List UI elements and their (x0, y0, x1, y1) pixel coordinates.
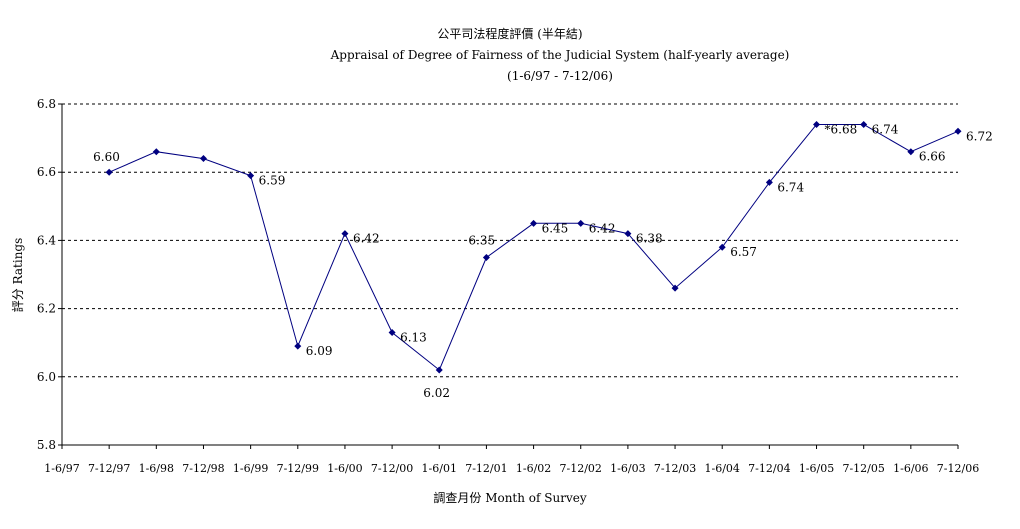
data-point (907, 148, 915, 156)
data-point (765, 178, 773, 186)
x-tick-labels: 1-6/97 7-12/97 1-6/98 7-12/98 1-6/99 7-12/99 1… (44, 445, 979, 475)
series-line-path (109, 124, 959, 371)
x-tick-label: 7-12/98 (182, 462, 224, 475)
data-label: 6.66 (919, 150, 946, 164)
data-point (105, 168, 113, 176)
data-label: 6.74 (777, 180, 804, 194)
x-tick-label: 1-6/06 (893, 462, 928, 475)
data-point (294, 342, 302, 350)
data-label: 6.42 (589, 221, 616, 235)
x-tick-label: 1-6/03 (610, 462, 645, 475)
x-tick-label: 1-6/98 (139, 462, 174, 475)
y-tick-label: 5.8 (37, 438, 56, 452)
data-label: 6.38 (636, 232, 663, 246)
data-point (954, 127, 962, 135)
data-label: 6.13 (400, 330, 427, 344)
x-tick-label: 7-12/02 (560, 462, 602, 475)
data-label: 6.72 (966, 129, 993, 143)
x-tick-label: 1-6/04 (704, 462, 739, 475)
data-point (530, 219, 538, 227)
x-tick-label: 7-12/99 (277, 462, 319, 475)
y-axis-label: 評分 Ratings (10, 238, 25, 313)
y-tick-label: 6.8 (37, 97, 56, 111)
x-tick-label: 7-12/00 (371, 462, 413, 475)
x-tick-label: 7-12/03 (654, 462, 696, 475)
data-point (860, 120, 868, 128)
y-tick-label: 6.0 (37, 370, 56, 384)
gridlines (62, 103, 958, 378)
x-tick-label: 7-12/97 (88, 462, 130, 475)
x-tick-label: 1-6/01 (422, 462, 457, 475)
data-point (152, 148, 160, 156)
y-tick-label: 6.6 (37, 165, 56, 179)
x-tick-label: 7-12/05 (842, 462, 884, 475)
data-labels: 6.60 6.59 6.09 6.42 6.13 6.02 6.35 6.45 6.42 6.38… (93, 122, 993, 400)
y-tick-label: 6.2 (37, 302, 56, 316)
data-point (435, 366, 443, 374)
data-point (671, 284, 679, 292)
series-line (105, 120, 962, 374)
data-point (577, 219, 585, 227)
x-tick-label: 1-6/05 (799, 462, 834, 475)
data-label: 6.57 (730, 245, 757, 259)
x-tick-label: 7-12/06 (937, 462, 979, 475)
x-tick-label: 1-6/00 (327, 462, 362, 475)
chart-period: (1-6/97 - 7-12/06) (507, 69, 613, 83)
data-point (813, 120, 821, 128)
chart-subtitle: Appraisal of Degree of Fairness of the J… (330, 48, 790, 62)
data-point (482, 253, 490, 261)
y-tick-labels: 5.8 6.0 6.2 6.4 6.6 6.8 (37, 97, 62, 452)
x-tick-label: 1-6/99 (233, 462, 268, 475)
data-label: 6.60 (93, 150, 120, 164)
data-label: 6.74 (872, 122, 899, 136)
data-point (199, 155, 207, 163)
data-point (247, 172, 255, 180)
data-point (624, 230, 632, 238)
data-point (718, 243, 726, 251)
data-label: 6.35 (468, 233, 495, 247)
y-tick-label: 6.4 (37, 233, 56, 247)
x-tick-label: 1-6/97 (44, 462, 79, 475)
x-tick-label: 1-6/02 (516, 462, 551, 475)
data-label: *6.68 (825, 122, 858, 136)
data-label: 6.02 (423, 386, 450, 400)
data-label: 6.59 (259, 174, 286, 188)
chart-title: 公平司法程度評價 (半年結) (437, 26, 582, 41)
data-point (341, 230, 349, 238)
data-label: 6.09 (306, 344, 333, 358)
x-tick-label: 7-12/01 (465, 462, 507, 475)
data-point (388, 328, 396, 336)
x-axis-label: 調查月份 Month of Survey (433, 491, 586, 505)
data-label: 6.45 (542, 221, 569, 235)
data-label: 6.42 (353, 232, 380, 246)
x-tick-label: 7-12/04 (748, 462, 790, 475)
